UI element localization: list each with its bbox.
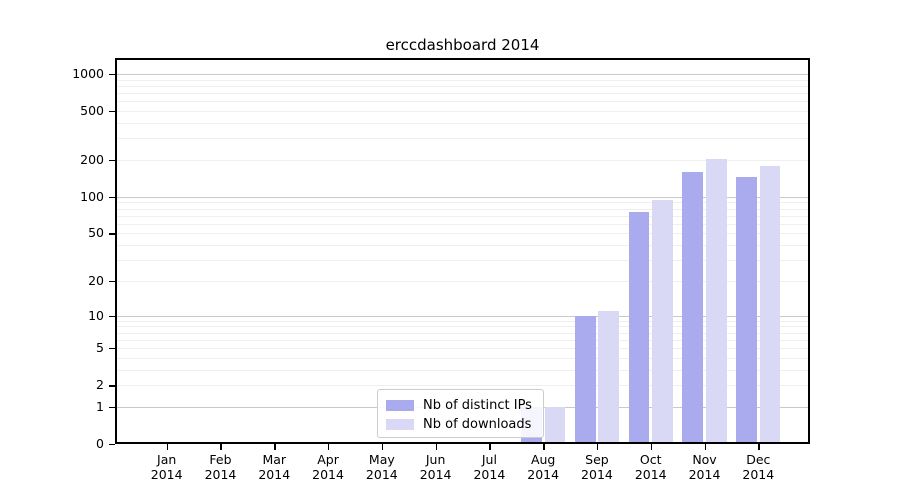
minor-gridline <box>115 215 810 217</box>
y-tick-label: 1000 <box>72 66 104 81</box>
x-tick-label: Aug 2014 <box>527 452 560 482</box>
legend: Nb of distinct IPs Nb of downloads <box>377 389 544 438</box>
x-tick-label: Feb 2014 <box>204 452 237 482</box>
y-tick <box>109 315 115 317</box>
y-tick <box>109 159 115 162</box>
minor-gridline <box>115 326 810 328</box>
major-gridline <box>115 74 810 75</box>
x-tick-label: Sep 2014 <box>581 452 613 482</box>
right-spine <box>808 58 810 444</box>
y-tick-label: 0 <box>96 436 104 451</box>
minor-gridline <box>115 339 810 341</box>
y-tick <box>109 233 115 235</box>
bar-downloads <box>705 158 727 444</box>
legend-label-downloads: Nb of downloads <box>423 417 532 432</box>
major-gridline <box>115 196 810 198</box>
plot-area: Nb of distinct IPs Nb of downloads <box>115 58 810 444</box>
minor-gridline <box>115 357 810 359</box>
minor-gridline <box>115 85 810 87</box>
minor-gridline <box>115 208 810 210</box>
minor-gridline <box>115 122 810 124</box>
minor-gridline <box>115 138 810 140</box>
minor-gridline <box>115 93 810 95</box>
x-tick-label: Dec 2014 <box>742 452 775 482</box>
bar-distinct-ips <box>682 171 704 444</box>
x-tick-label: Jun 2014 <box>419 452 452 482</box>
x-tick-label: Oct 2014 <box>634 452 667 482</box>
bar-distinct-ips <box>628 212 650 444</box>
x-tick-label: Mar 2014 <box>258 452 291 482</box>
y-tick <box>109 385 115 387</box>
left-spine <box>115 58 117 444</box>
bar-distinct-ips <box>736 176 757 444</box>
minor-gridline <box>115 223 810 225</box>
x-tick <box>758 444 760 450</box>
minor-gridline <box>115 79 810 81</box>
y-tick <box>109 348 115 350</box>
x-tick-label: Jul 2014 <box>473 452 506 482</box>
x-tick <box>381 444 384 450</box>
x-tick-label: May 2014 <box>365 452 398 482</box>
distinct-ips-swatch <box>386 400 414 411</box>
minor-gridline <box>115 245 810 247</box>
y-tick-label: 2 <box>96 377 104 393</box>
y-tick-label: 50 <box>88 225 104 241</box>
minor-gridline <box>115 332 810 334</box>
bottom-spine <box>115 442 810 444</box>
y-tick-label: 10 <box>88 307 104 323</box>
minor-gridline <box>115 369 810 371</box>
x-tick-label: Apr 2014 <box>312 452 344 482</box>
minor-gridline <box>115 111 810 113</box>
chart-title: erccdashboard 2014 <box>385 36 540 54</box>
y-tick <box>109 280 115 283</box>
major-gridline <box>115 315 810 317</box>
x-tick <box>166 444 169 450</box>
minor-gridline <box>115 385 810 387</box>
bar-downloads <box>598 310 620 444</box>
legend-item-distinct-ips: Nb of distinct IPs <box>386 396 535 415</box>
minor-gridline <box>115 233 810 235</box>
legend-label-distinct-ips: Nb of distinct IPs <box>423 398 532 413</box>
y-tick <box>109 406 115 409</box>
x-tick <box>704 444 706 450</box>
y-tick <box>109 444 115 446</box>
top-spine <box>115 58 810 60</box>
y-tick-label: 1 <box>96 398 104 414</box>
x-tick-label: Nov 2014 <box>688 452 721 482</box>
bar-downloads <box>652 200 673 444</box>
x-tick <box>328 444 330 450</box>
y-tick-label: 200 <box>80 151 104 167</box>
minor-gridline <box>115 101 810 103</box>
downloads-swatch <box>386 419 414 430</box>
minor-gridline <box>115 348 810 350</box>
minor-gridline <box>115 159 810 161</box>
x-tick <box>274 444 276 450</box>
x-tick <box>435 444 437 450</box>
y-tick <box>109 111 115 113</box>
x-tick <box>596 444 599 450</box>
x-tick <box>543 444 545 450</box>
y-tick <box>109 74 115 76</box>
y-tick-label: 5 <box>96 340 104 356</box>
y-tick-label: 500 <box>80 103 104 119</box>
legend-item-downloads: Nb of downloads <box>386 415 535 434</box>
x-tick <box>220 444 222 450</box>
minor-gridline <box>115 320 810 322</box>
y-tick <box>109 196 115 199</box>
y-tick-label: 100 <box>80 188 104 204</box>
minor-gridline <box>115 202 810 204</box>
bar-downloads <box>759 165 781 444</box>
x-tick <box>650 444 653 450</box>
bar-downloads <box>544 406 566 444</box>
x-tick-label: Jan 2014 <box>150 452 183 482</box>
bar-distinct-ips <box>574 315 596 444</box>
y-tick-label: 20 <box>88 272 104 288</box>
minor-gridline <box>115 260 810 262</box>
minor-gridline <box>115 280 810 282</box>
x-tick <box>489 444 491 450</box>
